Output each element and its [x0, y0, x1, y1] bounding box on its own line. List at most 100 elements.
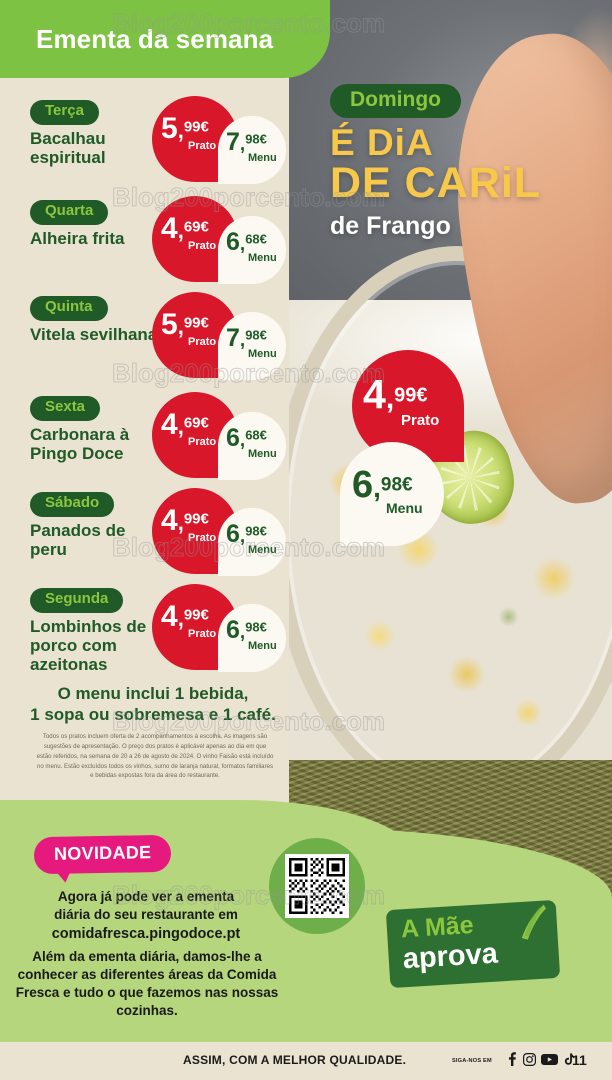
instagram-icon[interactable]	[523, 1052, 536, 1066]
day-badge: Quinta	[30, 296, 108, 321]
price-type-label: Menu	[248, 348, 277, 360]
facebook-icon[interactable]	[506, 1052, 518, 1066]
day-badge: Terça	[30, 100, 99, 125]
price-type-label: Prato	[188, 240, 217, 252]
price-euros: 6	[226, 424, 240, 452]
promo-text-line-1: Agora já pode ver a ementa	[57, 889, 235, 904]
price-cents: 99€	[183, 314, 209, 332]
price-cents: 68€	[245, 231, 267, 247]
price-euros: 7	[226, 128, 240, 156]
hero-price-badge-menu: 6,98€ Menu	[340, 442, 444, 546]
price-value-menu: 7,98€	[226, 324, 267, 352]
price-value-prato: 4,99€	[161, 504, 209, 537]
price-cents: 99€	[183, 606, 209, 624]
price-value-menu: 6,98€	[226, 616, 267, 644]
price-cents: 99€	[183, 118, 209, 136]
price-value-prato: 4,69€	[161, 408, 209, 441]
hero-price-value-prato: 4,99€	[363, 371, 428, 417]
day-badge: Sábado	[30, 492, 115, 517]
price-euros: 6	[226, 520, 240, 548]
price-type-label: Menu	[248, 252, 277, 264]
menu-day-row: Segunda Lombinhos de porco com azeitonas…	[30, 584, 292, 674]
price-value-menu: 6,68€	[226, 424, 267, 452]
price-type-label: Prato	[188, 336, 217, 348]
novidade-badge: NOVIDADE	[33, 834, 172, 875]
price-value-menu: 6,98€	[226, 520, 267, 548]
qr-code[interactable]	[285, 854, 349, 918]
leaf-icon	[521, 904, 546, 940]
day-badge: Quarta	[30, 200, 109, 225]
price-value-menu: 6,68€	[226, 228, 267, 256]
price-euros: 4	[161, 600, 178, 633]
promo-url-link[interactable]: comidafresca.pingodoce.pt	[51, 925, 241, 942]
price-type-label: Menu	[248, 544, 277, 556]
tiktok-icon[interactable]	[563, 1052, 574, 1066]
price-type-label: Menu	[386, 500, 423, 516]
price-value-prato: 5,99€	[161, 308, 209, 341]
a-mae-aprova-logo: A Mãe aprova	[385, 899, 561, 989]
footer-slogan: ASSIM, COM A MELHOR QUALIDADE.	[183, 1053, 407, 1067]
qr-code-container[interactable]	[269, 838, 365, 934]
price-euros: 6	[226, 616, 240, 644]
dish-name: Panados de peru	[30, 520, 126, 559]
hero-price-value-menu: 6,98€	[352, 464, 413, 506]
legal-fineprint: Todos os pratos incluem oferta de 2 acom…	[36, 733, 274, 780]
price-euros: 6	[226, 228, 240, 256]
social-links[interactable]	[506, 1052, 574, 1066]
price-euros: 5	[161, 112, 178, 145]
dish-name: Carbonara à Pingo Doce	[30, 424, 130, 463]
price-group: 4,99€ Prato 6,98€ Menu	[152, 488, 317, 576]
dish-name: Vitela sevilhana	[30, 324, 158, 344]
price-cents: 98€	[380, 474, 413, 496]
price-badge-menu: 6,98€ Menu	[218, 604, 286, 672]
price-cents: 98€	[245, 131, 267, 147]
price-euros: 5	[161, 308, 178, 341]
price-cents: 98€	[245, 327, 267, 343]
price-type-label: Prato	[188, 628, 217, 640]
menu-includes-note: O menu inclui 1 bebida, 1 sopa ou sobrem…	[24, 684, 282, 725]
price-value-prato: 4,99€	[161, 600, 209, 633]
page-number: 11	[572, 1052, 587, 1068]
price-value-prato: 5,99€	[161, 112, 209, 145]
menu-day-row: Sexta Carbonara à Pingo Doce 4,69€ Prato…	[30, 392, 292, 480]
price-group: 4,69€ Prato 6,68€ Menu	[152, 196, 317, 284]
price-cents: 98€	[245, 619, 267, 635]
price-group: 4,69€ Prato 6,68€ Menu	[152, 392, 317, 480]
price-type-label: Prato	[401, 412, 440, 429]
menu-day-row: Terça Bacalhau espiritual 5,99€ Prato 7,…	[30, 96, 292, 184]
weekly-menu-list: Terça Bacalhau espiritual 5,99€ Prato 7,…	[0, 78, 300, 798]
qr-code-icon	[289, 858, 345, 914]
page-title: Ementa da semana	[36, 24, 274, 54]
day-badge: Sexta	[30, 396, 101, 421]
price-cents: 69€	[183, 218, 209, 236]
dish-name: Bacalhau espiritual	[30, 128, 106, 167]
promo-text-line-2: diária do seu restaurante em	[54, 906, 238, 922]
price-euros: 4	[161, 408, 178, 441]
price-value-prato: 4,69€	[161, 212, 209, 245]
note-line-1: O menu inclui 1 bebida,	[57, 684, 249, 703]
hero-headline-line-1: É DiA	[330, 122, 434, 164]
price-cents: 98€	[245, 523, 267, 539]
hero-headline-line-2: DE CARiL	[330, 159, 542, 208]
price-euros: 6	[352, 464, 374, 506]
youtube-icon[interactable]	[541, 1053, 558, 1066]
price-badge-menu: 6,98€ Menu	[218, 508, 286, 576]
footer-follow-label: SIGA-NOS EM	[452, 1058, 492, 1064]
page-footer: ASSIM, COM A MELHOR QUALIDADE. SIGA-NOS …	[0, 1042, 612, 1080]
menu-day-row: Sábado Panados de peru 4,99€ Prato 6,98€…	[30, 488, 292, 576]
price-badge-menu: 6,68€ Menu	[218, 216, 286, 284]
promo-paragraph: Além da ementa diária, damos-lhe a conhe…	[15, 949, 279, 1019]
dish-name: Lombinhos de porco com azeitonas	[30, 616, 147, 674]
mae-logo-line-1: A Mãe	[400, 910, 475, 944]
hero-price-badge-prato: 4,99€ Prato	[352, 350, 464, 462]
price-type-label: Menu	[248, 152, 277, 164]
price-euros: 7	[226, 324, 240, 352]
price-badge-menu: 7,98€ Menu	[218, 312, 286, 380]
price-value-menu: 7,98€	[226, 128, 267, 156]
dish-name: Alheira frita	[30, 228, 125, 248]
price-group: 4,99€ Prato 6,98€ Menu	[152, 584, 317, 672]
price-badge-menu: 7,98€ Menu	[218, 116, 286, 184]
sunday-price-group: 4,99€ Prato 6,98€ Menu	[340, 350, 552, 546]
price-euros: 4	[161, 212, 178, 245]
hero-subtitle: de Frango	[330, 211, 451, 240]
